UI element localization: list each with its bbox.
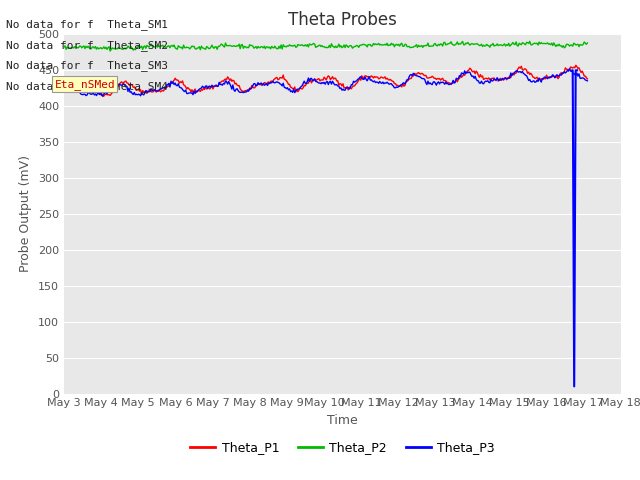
Theta_P2 [526, 38, 534, 44]
Line: Theta_P3: Theta_P3 [64, 69, 572, 96]
Text: No data for f  Theta_SM3: No data for f Theta_SM3 [6, 60, 168, 72]
Theta_P1 [572, 62, 580, 68]
Text: No data for f  Theta_SM4: No data for f Theta_SM4 [6, 81, 168, 92]
Theta_P2 [344, 45, 352, 50]
Y-axis label: Probe Output (mV): Probe Output (mV) [19, 155, 33, 272]
Theta_P3 [60, 84, 68, 90]
Legend: Theta_P1, Theta_P2, Theta_P3: Theta_P1, Theta_P2, Theta_P3 [186, 436, 499, 459]
Theta_P1 [313, 77, 321, 83]
Theta_P2 [60, 44, 68, 50]
Theta_P3 [99, 93, 107, 99]
Theta_P2 [490, 43, 498, 49]
Line: Theta_P1: Theta_P1 [64, 65, 588, 96]
Theta_P1 [99, 94, 107, 99]
Theta_P3 [568, 68, 575, 73]
Theta_P3 [566, 66, 573, 72]
Theta_P2 [372, 42, 380, 48]
Theta_P1 [573, 64, 580, 70]
Text: No data for f  Theta_SM1: No data for f Theta_SM1 [6, 19, 168, 30]
Theta_P2 [106, 48, 114, 54]
Theta_P3 [146, 89, 154, 95]
Title: Theta Probes: Theta Probes [288, 11, 397, 29]
Theta_P3 [321, 81, 329, 87]
X-axis label: Time: Time [327, 414, 358, 427]
Theta_P3 [137, 93, 145, 99]
Theta_P1 [372, 74, 380, 80]
Theta_P3 [470, 75, 478, 81]
Theta_P3 [141, 90, 148, 96]
Theta_P1 [310, 78, 317, 84]
Theta_P2 [310, 41, 317, 47]
Theta_P3 [525, 78, 532, 84]
Theta_P1 [60, 88, 68, 94]
Theta_P1 [584, 76, 591, 82]
Line: Theta_P2: Theta_P2 [64, 41, 588, 51]
Theta_P2 [313, 44, 321, 50]
Text: No data for f  Theta_SM2: No data for f Theta_SM2 [6, 40, 168, 51]
Theta_P1 [344, 87, 352, 93]
Theta_P2 [573, 42, 580, 48]
Theta_P2 [584, 40, 591, 46]
Text: Eta_nSMed: Eta_nSMed [54, 79, 115, 90]
Theta_P1 [490, 75, 498, 81]
